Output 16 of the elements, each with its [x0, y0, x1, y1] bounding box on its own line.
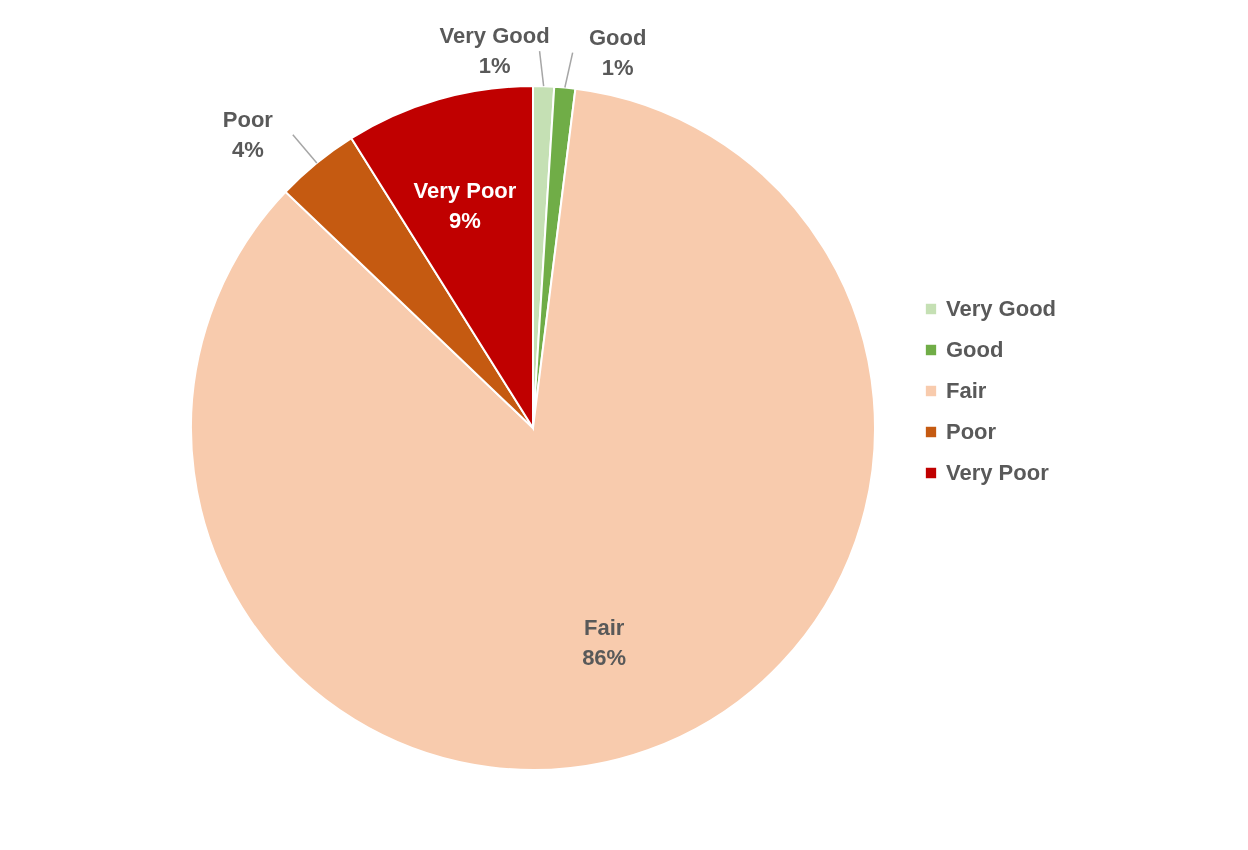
legend-label: Good — [946, 337, 1004, 362]
data-label: 1% — [478, 53, 511, 79]
legend-label: Fair — [946, 378, 987, 403]
legend-label: Very Poor — [946, 460, 1050, 485]
pie-slice — [190, 87, 876, 771]
slice-label: Good — [588, 24, 647, 50]
legend-label: Very Good — [946, 296, 1057, 321]
legend-label: Poor — [946, 419, 997, 444]
slice-label: Poor — [222, 106, 274, 132]
slice-label: Very Good — [439, 23, 550, 49]
data-label: 86% — [582, 644, 627, 670]
slice-label: Very Poor — [413, 178, 517, 204]
data-label: 4% — [231, 136, 264, 162]
data-label: 1% — [601, 54, 634, 80]
slice-label: Fair — [583, 614, 625, 640]
data-label: 9% — [449, 208, 481, 234]
